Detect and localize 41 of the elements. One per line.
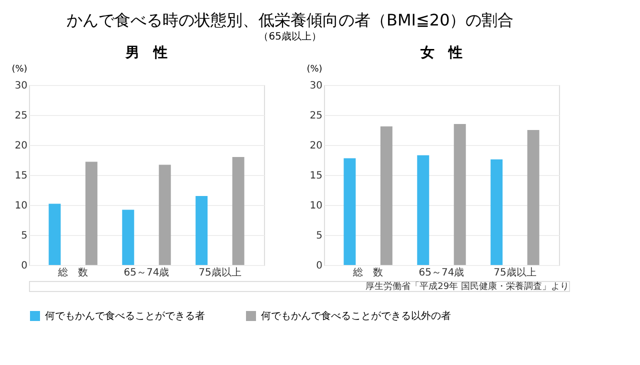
bar: [527, 130, 540, 265]
legend-label: 何でもかんで食べることができる者: [45, 310, 205, 322]
chart-title: 男 性: [124, 45, 168, 61]
y-tick-label: 0: [316, 260, 322, 272]
y-axis-title: (%): [306, 64, 322, 74]
y-tick-label: 10: [14, 200, 28, 212]
y-tick-label: 0: [21, 260, 28, 272]
x-tick-label: 65～74歳: [418, 266, 464, 278]
bar: [344, 158, 356, 265]
bar: [232, 157, 244, 265]
chart-title: 女 性: [420, 45, 462, 61]
bar: [196, 196, 208, 265]
x-tick-label: 総 数: [352, 266, 384, 278]
y-tick-label: 20: [310, 140, 322, 152]
text: （65歳以上）: [258, 30, 322, 42]
x-tick-label: 総 数: [57, 266, 88, 278]
bar: [122, 210, 134, 265]
y-tick-label: 10: [310, 200, 322, 212]
y-tick-label: 5: [21, 230, 28, 242]
bar: [158, 164, 171, 265]
y-tick-label: 25: [310, 110, 322, 122]
text: 厚生労働省「平成29年 国民健康・栄養調査」より: [366, 281, 569, 292]
y-tick-label: 30: [14, 80, 28, 92]
bar: [85, 162, 98, 265]
bar: [417, 155, 430, 265]
y-tick-label: 5: [316, 230, 322, 242]
bar: [48, 204, 61, 265]
y-tick-label: 30: [310, 80, 322, 92]
y-tick-label: 20: [14, 140, 28, 152]
bar: [490, 159, 503, 265]
x-tick-label: 75歳以上: [494, 266, 536, 278]
y-tick-label: 15: [14, 170, 28, 182]
y-tick-label: 25: [14, 110, 28, 122]
text: かんで食べる時の状態別、低栄養傾向の者（BMI≦20）の割合: [66, 10, 514, 30]
y-axis-title: (%): [12, 64, 28, 74]
bar: [380, 126, 392, 265]
bar: [454, 124, 466, 265]
legend-label: 何でもかんで食べることができる以外の者: [261, 310, 451, 322]
x-tick-label: 65～74歳: [124, 266, 170, 278]
x-tick-label: 75歳以上: [198, 266, 242, 278]
y-tick-label: 15: [310, 170, 322, 182]
